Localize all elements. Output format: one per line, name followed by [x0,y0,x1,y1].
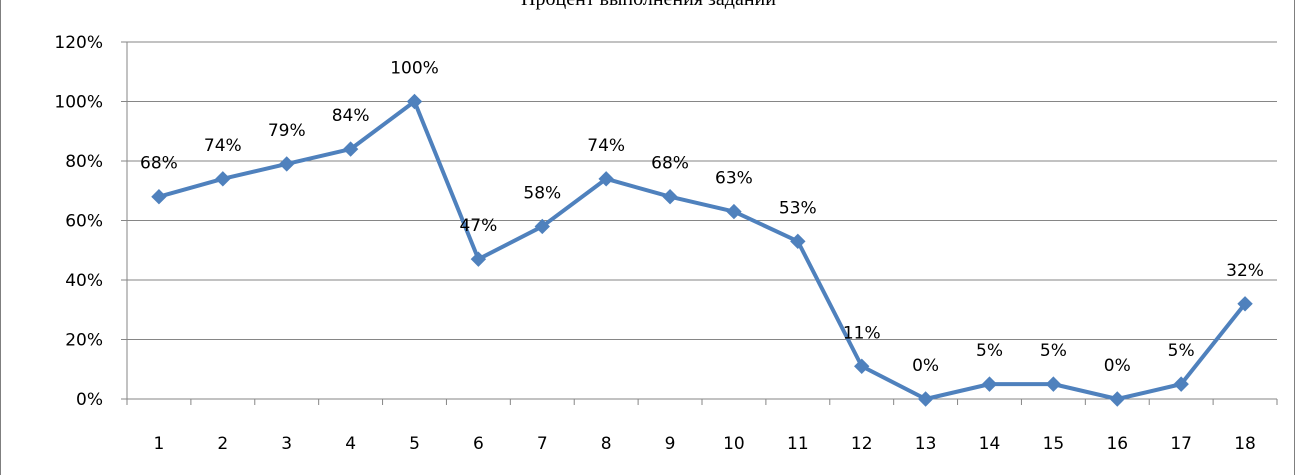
data-label-12: 11% [843,323,881,343]
data-label-15: 5% [1040,341,1067,361]
series-layer [156,99,1248,401]
x-tick-label-16: 16 [1106,434,1128,454]
gridlines [127,41,1277,340]
data-labels: 68% 74% 79% 84% 100% 47% 58% 74% 68% 63% 53% 11% 0% 5… [140,59,1264,377]
x-tick-label-8: 8 [601,434,612,454]
x-tick-label-18: 18 [1234,434,1256,454]
x-tick-label-2: 2 [217,434,228,454]
x-tick-label-13: 13 [915,434,937,454]
y-tick-label-100: 100% [54,93,103,113]
data-point-15 [1045,376,1062,392]
x-tick-labels: 1 2 3 4 5 6 7 8 9 10 11 12 13 14 15 16 17 18 [154,434,1256,454]
data-point-8 [598,171,614,187]
data-point-12 [854,358,870,374]
x-tick-label-15: 15 [1043,434,1065,454]
data-label-5: 100% [390,59,439,79]
y-tick-labels: 0% 20% 40% 60% 80% 100% 120% [54,33,103,410]
x-tick-label-14: 14 [979,434,1001,454]
data-point-13 [917,391,934,407]
data-label-16: 0% [1104,356,1131,376]
data-point-11 [790,233,806,250]
data-label-18: 32% [1226,261,1264,281]
data-label-2: 74% [204,136,242,156]
series-line-0 [156,99,1248,401]
x-tick-label-5: 5 [409,434,420,454]
x-tick-label-9: 9 [665,434,676,454]
data-label-10: 63% [715,169,753,189]
y-tick-label-0: 0% [76,390,103,410]
data-point-5 [406,93,423,110]
x-tick-label-17: 17 [1170,434,1192,454]
data-point-7 [534,218,550,235]
data-label-13: 0% [912,356,939,376]
y-tick-label-120: 120% [54,33,103,53]
data-label-3: 79% [268,121,306,141]
data-point-4 [342,141,359,157]
x-tick-label-4: 4 [345,434,356,454]
data-point-16 [1109,391,1125,407]
data-point-18 [1237,296,1253,312]
data-point-6 [470,251,487,267]
x-tick-label-1: 1 [154,434,165,454]
data-label-1: 68% [140,154,178,174]
data-label-9: 68% [651,154,689,174]
x-tick-label-12: 12 [851,434,873,454]
markers [151,93,1253,407]
data-point-3 [279,156,295,172]
data-label-6: 47% [459,216,497,236]
data-point-10 [726,203,742,220]
axes [121,41,1278,405]
x-tick-label-11: 11 [787,434,809,454]
data-point-14 [981,376,998,392]
data-point-17 [1173,376,1189,392]
y-tick-label-80: 80% [65,152,103,172]
data-point-1 [151,188,167,205]
data-point-2 [215,171,231,187]
data-label-4: 84% [332,106,370,126]
x-tick-label-3: 3 [281,434,292,454]
data-label-17: 5% [1168,341,1195,361]
y-tick-label-60: 60% [65,212,103,232]
x-tick-label-7: 7 [537,434,548,454]
data-point-9 [662,188,678,205]
chart-title: Процент выполнения заданий [1,0,1295,11]
data-label-7: 58% [523,183,561,203]
y-tick-label-40: 40% [65,271,103,291]
data-label-8: 74% [587,136,625,156]
data-label-11: 53% [779,198,817,218]
y-tick-label-20: 20% [65,331,103,351]
x-tick-label-10: 10 [723,434,745,454]
data-label-14: 5% [976,341,1003,361]
x-tick-label-6: 6 [473,434,484,454]
